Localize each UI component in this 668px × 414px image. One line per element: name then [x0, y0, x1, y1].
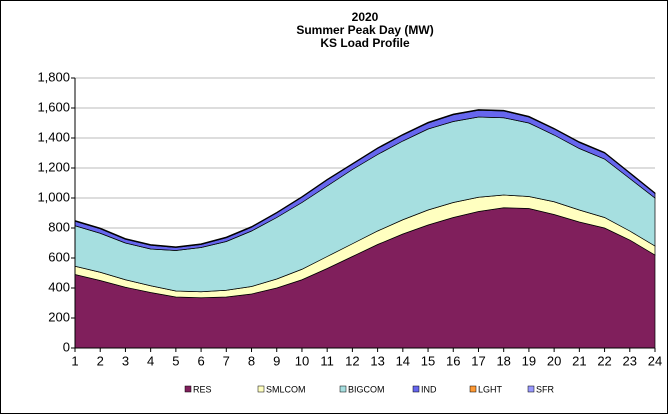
x-tick-label: 17 — [471, 353, 485, 368]
legend-label: BIGCOM — [348, 384, 385, 394]
legend-swatch — [257, 385, 265, 393]
x-tick-label: 5 — [172, 353, 179, 368]
x-tick-label: 8 — [248, 353, 255, 368]
area — [74, 109, 656, 248]
x-tick-label: 6 — [197, 353, 204, 368]
legend-swatch — [527, 385, 535, 393]
x-tick-label: 4 — [147, 353, 154, 368]
legend-swatch — [184, 385, 192, 393]
chart-title: KS Load Profile — [320, 36, 410, 50]
x-tick-label: 18 — [496, 353, 510, 368]
legend-swatch — [339, 385, 347, 393]
x-tick-label: 11 — [320, 353, 334, 368]
x-tick-label: 23 — [623, 353, 637, 368]
y-tick-label: 1,400 — [37, 129, 70, 144]
x-tick-label: 15 — [421, 353, 435, 368]
legend-swatch — [469, 385, 477, 393]
y-tick-label: 400 — [48, 279, 70, 294]
legend-label: SMLCOM — [266, 384, 306, 394]
y-tick-label: 1,800 — [37, 69, 70, 84]
y-tick-label: 1,600 — [37, 99, 70, 114]
x-tick-label: 20 — [547, 353, 561, 368]
x-tick-label: 24 — [648, 353, 662, 368]
x-tick-label: 19 — [522, 353, 536, 368]
x-tick-label: 12 — [345, 353, 359, 368]
x-tick-label: 2 — [97, 353, 104, 368]
legend-label: LGHT — [478, 384, 503, 394]
y-tick-label: 600 — [48, 249, 70, 264]
chart-title: Summer Peak Day (MW) — [296, 23, 433, 37]
y-tick-label: 200 — [48, 309, 70, 324]
y-tick-label: 1,200 — [37, 159, 70, 174]
x-tick-label: 9 — [273, 353, 280, 368]
legend-label: RES — [193, 384, 212, 394]
x-tick-label: 3 — [122, 353, 129, 368]
x-tick-label: 10 — [295, 353, 309, 368]
x-tick-label: 13 — [370, 353, 384, 368]
x-tick-label: 7 — [223, 353, 230, 368]
x-tick-label: 22 — [597, 353, 611, 368]
x-tick-label: 1 — [71, 353, 78, 368]
chart-title: 2020 — [352, 10, 379, 24]
y-tick-label: 1,000 — [37, 189, 70, 204]
legend-label: IND — [421, 384, 437, 394]
x-tick-label: 16 — [446, 353, 460, 368]
x-tick-label: 21 — [572, 353, 586, 368]
legend-swatch — [412, 385, 420, 393]
x-tick-label: 14 — [396, 353, 410, 368]
legend-label: SFR — [536, 384, 555, 394]
y-tick-label: 800 — [48, 219, 70, 234]
y-tick-label: 0 — [63, 339, 70, 354]
